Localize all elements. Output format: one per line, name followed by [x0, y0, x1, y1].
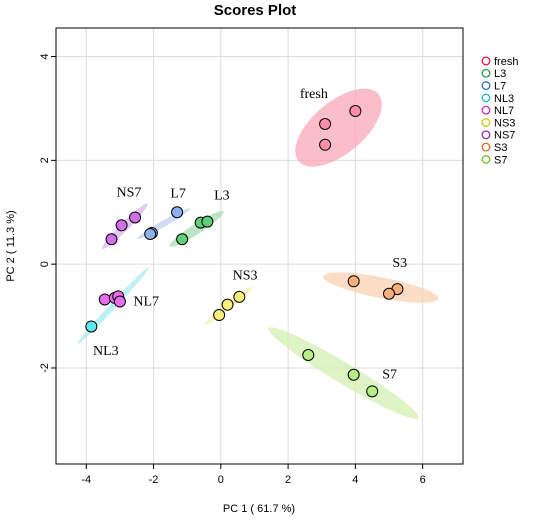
point-ns7: [105, 233, 118, 246]
annotation-ns3: NS3: [233, 269, 258, 284]
point-s3: [347, 275, 360, 288]
y-axis-label: PC 2 ( 11.3 %): [5, 210, 17, 281]
point-s7: [302, 349, 315, 361]
legend-label-nl7: NL7: [494, 105, 514, 117]
y-axis-ticks: -2 0 2 4: [39, 53, 56, 373]
legend-marker-ns3: [481, 118, 491, 127]
y-tick-label: -2: [39, 363, 51, 373]
legend-marker-l3: [481, 68, 491, 78]
plot-frame: [55, 27, 464, 465]
legend-marker-ns7: [481, 130, 491, 140]
point-nl7: [113, 295, 126, 308]
point-nl7: [98, 293, 111, 306]
legend-label-ns7: NS7: [494, 130, 515, 142]
legend-marker-l7: [481, 81, 491, 91]
point-l3: [176, 233, 189, 246]
point-ns3: [233, 290, 246, 303]
chart-title: Scores Plot: [214, 2, 297, 19]
annotation-l7: L7: [170, 187, 186, 202]
annotation-nl3: NL3: [93, 344, 119, 359]
point-fresh: [319, 138, 332, 151]
point-ns7: [115, 219, 128, 232]
legend-marker-s3: [481, 142, 491, 152]
legend-label-nl3: NL3: [494, 93, 514, 105]
data-points: [85, 105, 404, 398]
group-annotations: fresh L3 L7 NL3 NL7 NS3 NS7 S3 S7: [93, 87, 407, 382]
x-axis-ticks: -4 -2 0 2 4 6: [81, 464, 426, 486]
legend-label-ns3: NS3: [494, 117, 515, 129]
annotation-s3: S3: [392, 256, 407, 271]
legend-marker-fresh: [481, 56, 491, 66]
annotation-s7: S7: [382, 367, 397, 382]
point-s7: [347, 368, 360, 381]
annotation-fresh: fresh: [300, 87, 328, 102]
point-fresh: [349, 105, 362, 118]
y-tick-label: 4: [39, 53, 51, 59]
ellipse-s7: [268, 327, 419, 420]
x-tick-label: 4: [352, 474, 358, 486]
point-ns3: [221, 298, 234, 311]
y-tick-label: 0: [39, 261, 51, 267]
y-tick-label: 2: [39, 157, 51, 163]
legend-marker-s7: [481, 154, 491, 164]
annotation-l3: L3: [214, 188, 230, 203]
point-l7: [144, 228, 157, 241]
x-tick-label: -4: [81, 474, 91, 486]
point-ns7: [129, 211, 142, 224]
x-axis-label: PC 1 ( 61.7 %): [223, 503, 295, 515]
annotation-ns7: NS7: [117, 186, 142, 201]
point-l3: [201, 215, 214, 228]
x-tick-label: 0: [218, 474, 224, 486]
legend-label-s3: S3: [494, 142, 507, 154]
point-s7: [366, 385, 379, 398]
point-l7: [171, 206, 184, 219]
annotation-nl7: NL7: [133, 295, 159, 310]
x-tick-label: 6: [420, 474, 426, 486]
legend-label-l7: L7: [494, 80, 506, 92]
x-tick-label: 2: [285, 474, 291, 486]
grid-lines: [56, 28, 463, 464]
legend-label-s7: S7: [494, 154, 507, 166]
point-nl3: [85, 320, 98, 333]
x-tick-label: -2: [149, 474, 159, 486]
point-fresh: [319, 118, 332, 131]
legend-label-l3: L3: [494, 68, 506, 80]
point-ns3: [213, 309, 226, 322]
legend-marker-nl7: [481, 105, 491, 115]
legend-label-fresh: fresh: [494, 56, 518, 68]
legend-marker-nl3: [481, 93, 491, 103]
point-s3: [383, 287, 395, 300]
